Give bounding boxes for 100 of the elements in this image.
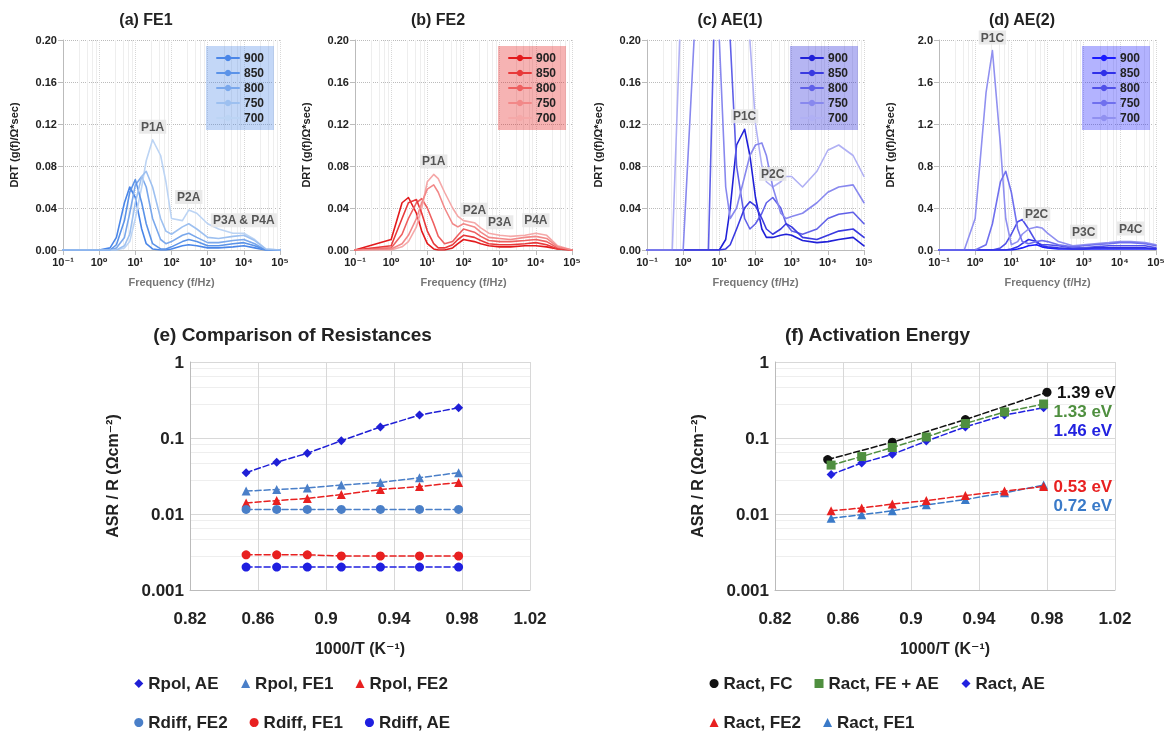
y-tick-label: 0.001 <box>726 580 769 600</box>
x-tick-label: 10² <box>1039 255 1056 268</box>
annotation: P1A <box>422 154 446 169</box>
annotation: 0.53 eV <box>1053 477 1113 497</box>
y-axis-title: ASR / R (Ωcm⁻²) <box>688 414 706 538</box>
y-tick-label: 0.08 <box>327 160 349 172</box>
legend-label: 750 <box>535 96 557 110</box>
x-tick-label: 10⁻¹ <box>928 255 951 268</box>
y-tick-label: 0.00 <box>327 244 349 256</box>
x-tick-label: 10¹ <box>711 255 728 268</box>
legend-label: 750 <box>827 96 849 110</box>
legend-label: 900 <box>243 51 265 65</box>
y-tick-label: 0.04 <box>327 202 350 214</box>
legend-label: 800 <box>827 81 849 95</box>
legend-label: 700 <box>827 111 849 125</box>
x-tick-label: 10³ <box>1075 255 1092 268</box>
x-tick-label: 10⁻¹ <box>52 255 75 268</box>
x-tick-label: 10³ <box>491 255 508 268</box>
y-tick-label: 0.01 <box>150 504 184 524</box>
legend-label: 850 <box>535 66 557 80</box>
y-tick-label: 2.0 <box>917 34 933 46</box>
y-tick-label: 0.08 <box>35 160 57 172</box>
y-tick-label: 0.08 <box>619 160 641 172</box>
legend-label: Ract, FE + AE <box>828 674 939 693</box>
x-tick-label: 10³ <box>199 255 216 268</box>
x-tick-label: 10¹ <box>419 255 436 268</box>
legend-label: Rpol, FE2 <box>369 674 448 693</box>
annotation: P2C <box>1024 206 1049 221</box>
y-axis-title: ASR / R (Ωcm⁻²) <box>103 414 121 538</box>
x-tick-label: 0.98 <box>445 609 479 628</box>
y-tick-label: 0.12 <box>327 118 349 130</box>
y-tick-label: 0.04 <box>619 202 642 214</box>
y-tick-label: 0.16 <box>619 76 641 88</box>
y-tick-label: 0.20 <box>619 34 641 46</box>
chart-title: (e) Comparison of Resistances <box>153 324 432 345</box>
y-tick-label: 0.20 <box>35 34 57 46</box>
legend-label: 700 <box>535 111 557 125</box>
x-tick-label: 10⁵ <box>1147 255 1165 268</box>
annotation: P2A <box>177 190 201 205</box>
x-tick-label: 10⁴ <box>234 255 253 268</box>
x-tick-label: 10⁵ <box>271 255 289 268</box>
y-axis-title: DRT (g(f)/Ω*sec) <box>883 102 896 188</box>
x-tick-label: 10⁰ <box>382 255 400 268</box>
x-tick-label: 10⁴ <box>818 255 837 268</box>
legend-label: Rdiff, FE2 <box>148 713 228 732</box>
y-axis-title: DRT (g(f)/Ω*sec) <box>7 102 20 188</box>
y-tick-label: 0.00 <box>35 244 57 256</box>
legend-label: 800 <box>1119 81 1141 95</box>
annotation: P4C <box>1119 221 1143 236</box>
y-tick-label: 0.00 <box>619 244 641 256</box>
x-axis-title: 1000/T (K⁻¹) <box>899 639 991 657</box>
legend-label: 750 <box>243 96 265 110</box>
legend-label: Rdiff, FE1 <box>263 713 343 732</box>
legend-label: 900 <box>535 51 557 65</box>
annotation: P1C <box>980 30 1005 45</box>
x-tick-label: 0.9 <box>899 609 923 628</box>
y-tick-label: 0.12 <box>619 118 641 130</box>
x-tick-label: 0.86 <box>826 609 860 628</box>
legend-label: Ract, FE2 <box>723 713 802 732</box>
x-tick-label: 0.94 <box>377 609 412 628</box>
x-tick-label: 0.82 <box>758 609 792 628</box>
x-tick-label: 10⁰ <box>674 255 692 268</box>
x-tick-label: 1.02 <box>1098 609 1132 628</box>
annotation: P1C <box>732 109 757 124</box>
y-tick-label: 0.04 <box>35 202 58 214</box>
legend-label: 850 <box>243 66 265 80</box>
x-axis-title: Frequency (f/Hz) <box>420 275 507 288</box>
x-tick-label: 0.82 <box>173 609 207 628</box>
y-tick-label: 0.20 <box>327 34 349 46</box>
y-tick-label: 0.0 <box>917 244 933 256</box>
x-tick-label: 0.86 <box>241 609 275 628</box>
legend-label: Ract, AE <box>975 674 1045 693</box>
x-tick-label: 10² <box>747 255 764 268</box>
annotation: 1.39 eV <box>1057 382 1117 402</box>
x-axis-title: Frequency (f/Hz) <box>1004 275 1091 288</box>
y-tick-label: 1.2 <box>917 118 933 130</box>
annotation: P3A <box>487 215 512 230</box>
y-axis-title: DRT (g(f)/Ω*sec) <box>591 102 604 188</box>
annotation: P1A <box>140 119 165 134</box>
y-tick-label: 0.1 <box>745 428 769 448</box>
annotation: P2A <box>462 202 487 217</box>
annotation: P3C <box>1071 224 1096 239</box>
legend-label: 900 <box>827 51 849 65</box>
x-tick-label: 10⁵ <box>563 255 581 268</box>
legend-label: 850 <box>827 66 849 80</box>
y-tick-label: 1 <box>759 352 769 372</box>
x-axis-title: Frequency (f/Hz) <box>712 275 799 288</box>
chart-title: (f) Activation Energy <box>784 324 971 345</box>
chart-title: (c) AE(1) <box>697 10 763 28</box>
y-tick-label: 0.16 <box>327 76 349 88</box>
x-tick-label: 10⁻¹ <box>636 255 659 268</box>
x-tick-label: 10⁻¹ <box>344 255 367 268</box>
legend-label: Rpol, AE <box>148 674 219 693</box>
legend-label: 750 <box>1119 96 1141 110</box>
annotation: 1.46 eV <box>1053 420 1113 440</box>
x-tick-label: 10³ <box>783 255 800 268</box>
y-tick-label: 0.16 <box>35 76 57 88</box>
annotation: P2C <box>761 167 785 181</box>
x-tick-label: 10² <box>455 255 472 268</box>
x-axis-title: Frequency (f/Hz) <box>128 275 215 288</box>
